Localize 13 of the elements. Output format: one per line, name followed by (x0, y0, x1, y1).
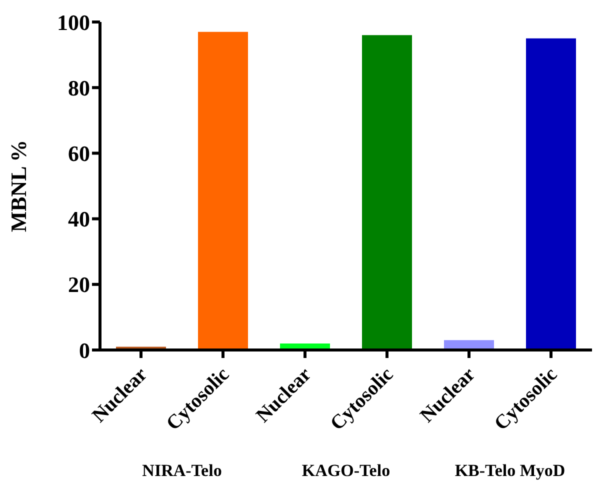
y-axis-title: MBNL % (6, 140, 31, 232)
y-tick-label: 40 (68, 206, 90, 232)
y-tick-label: 20 (68, 272, 90, 298)
y-tick-label: 100 (57, 10, 90, 35)
y-tick-label: 80 (68, 75, 90, 100)
text: NIRA-Telo (141, 461, 223, 481)
bar (526, 38, 576, 350)
bar (198, 32, 248, 350)
text: KAGO-Telo (300, 461, 392, 481)
y-tick-label: 60 (68, 141, 90, 166)
bar (362, 35, 412, 350)
text: KB-Telo MyoD (454, 461, 566, 481)
y-tick-label: 0 (79, 338, 90, 363)
